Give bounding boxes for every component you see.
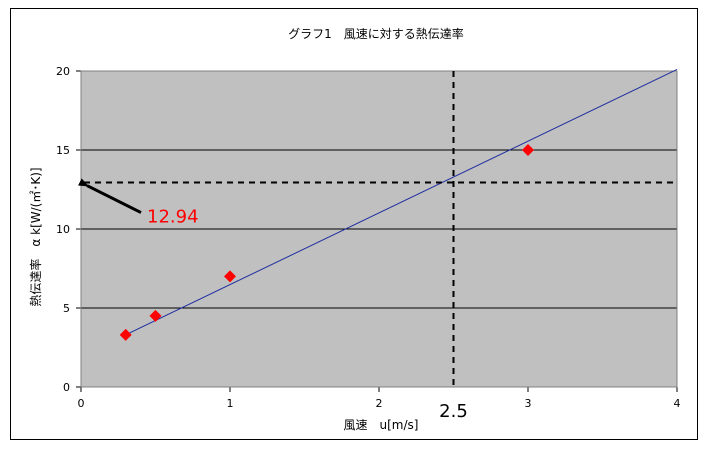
x-tick-label: 3 <box>525 397 532 410</box>
chart-title: グラフ1 風速に対する熱伝達率 <box>288 26 464 41</box>
x-tick-label: 2 <box>376 397 383 410</box>
x-axis-label: 風速 u[m/s] <box>344 418 419 432</box>
trend-line <box>125 68 678 336</box>
chart-frame: グラフ1 風速に対する熱伝達率 0 5 10 15 20 0 1 2 3 4 12.94 2.5 風速… <box>10 8 698 440</box>
y-axis-label: 熱伝達率 α k[W/(㎡･K)] <box>28 167 43 306</box>
chart-svg: グラフ1 風速に対する熱伝達率 0 5 10 15 20 0 1 2 3 4 12.94 2.5 風速… <box>28 26 681 432</box>
x-tick-label: 0 <box>78 397 85 410</box>
data-point <box>119 328 132 341</box>
x-tick-label: 4 <box>674 397 681 410</box>
guide-x-value-label: 2.5 <box>439 401 468 422</box>
y-tick-label: 20 <box>56 65 70 78</box>
y-tick-label: 5 <box>63 302 70 315</box>
plot-border <box>80 70 678 388</box>
x-tick-label: 1 <box>227 397 234 410</box>
guide-y-value-label: 12.94 <box>147 207 199 228</box>
data-point <box>522 144 534 156</box>
y-tick-label: 0 <box>63 381 70 394</box>
y-tick-label: 15 <box>56 144 70 157</box>
data-point <box>149 309 162 322</box>
annotation-arrow <box>78 178 142 214</box>
y-tick-label: 10 <box>56 223 70 236</box>
plot-area: 0 5 10 15 20 0 1 2 3 4 12.94 2.5 <box>56 65 681 422</box>
data-point <box>224 270 236 283</box>
